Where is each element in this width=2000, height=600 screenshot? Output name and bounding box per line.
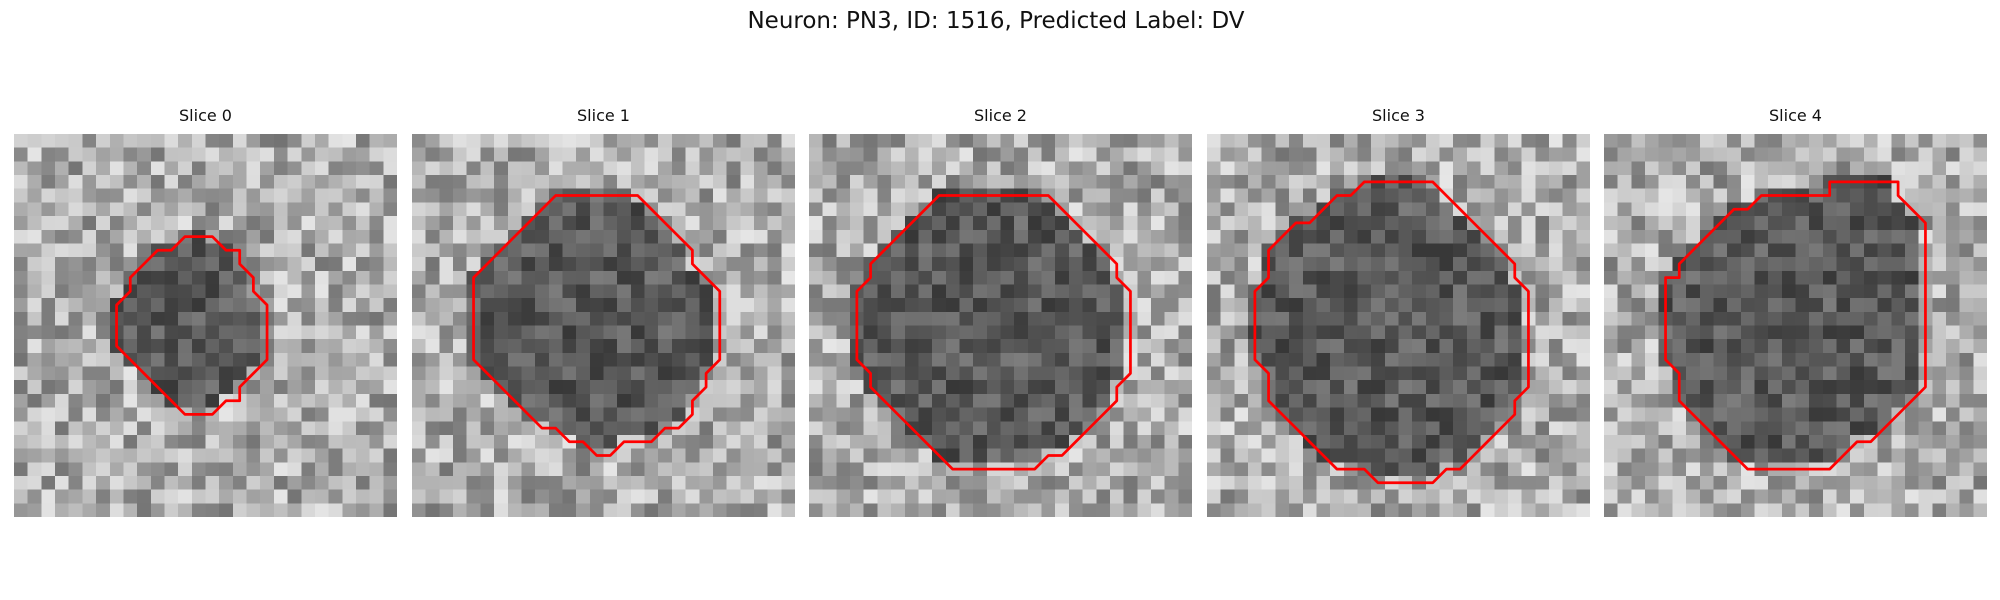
contour-outline (1253, 180, 1530, 485)
slice-image-2 (809, 134, 1192, 517)
slice-title-3: Slice 3 (1372, 106, 1425, 125)
contour-outline (855, 194, 1132, 471)
contour-outline (115, 235, 269, 416)
slice-image-4 (1604, 134, 1987, 517)
slice-title-4: Slice 4 (1769, 106, 1822, 125)
slice-image-0 (14, 134, 397, 517)
slice-title-1: Slice 1 (577, 106, 630, 125)
slice-image-3 (1207, 134, 1590, 517)
pixel-grid (1604, 134, 1987, 517)
contour-outline (472, 194, 722, 457)
figure-title: Neuron: PN3, ID: 1516, Predicted Label: … (747, 8, 1245, 34)
pixel-grid (412, 134, 795, 517)
pixel-grid (14, 134, 397, 517)
pixel-grid (1207, 134, 1590, 517)
pixel-grid (809, 134, 1192, 517)
contour-outline (1664, 180, 1927, 471)
slice-title-0: Slice 0 (179, 106, 232, 125)
slice-title-2: Slice 2 (974, 106, 1027, 125)
slice-image-1 (412, 134, 795, 517)
